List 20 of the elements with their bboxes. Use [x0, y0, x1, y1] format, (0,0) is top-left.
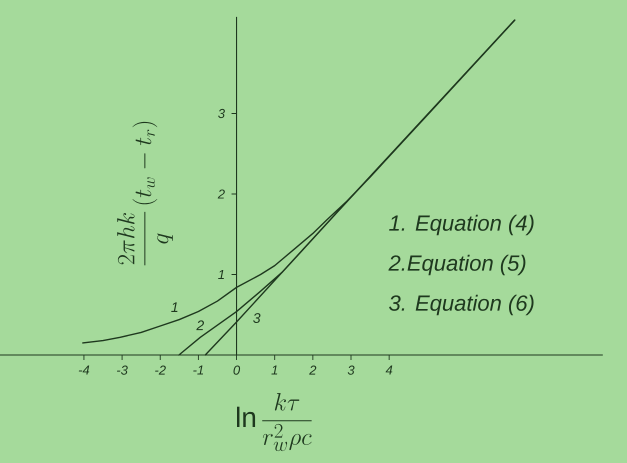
annotation: 3. Equation (6)	[389, 294, 534, 316]
x-axis-title: $\ln \frac{k\tau}{r_{w}^{2}\rho c}$	[237, 393, 312, 452]
x-tick-label: 2	[309, 366, 316, 375]
x-tick-label: -2	[155, 366, 166, 375]
x-tick-label: 0	[233, 366, 240, 375]
y-tick-label: 1	[218, 270, 224, 279]
series-label: 2	[196, 320, 204, 330]
y-tick-label: 3	[218, 108, 225, 118]
y-tick-label: 2	[218, 189, 225, 199]
y-axis-title: $\frac{2\pi h k}{q}\left(t_{w}-t_{r}\right)$	[117, 122, 173, 266]
x-tick-label: -1	[193, 366, 204, 374]
series-label: 3	[253, 313, 260, 323]
annotation: 2.Equation (5)	[388, 254, 526, 276]
x-tick-label: -3	[116, 366, 128, 375]
annotation: 1. Equation (4)	[389, 214, 534, 236]
x-tick-label: 1	[271, 366, 278, 374]
x-tick-label: -4	[78, 366, 90, 374]
x-tick-label: 3	[348, 366, 354, 375]
series-label: 1	[171, 302, 178, 312]
x-tick-label: 4	[386, 366, 392, 374]
